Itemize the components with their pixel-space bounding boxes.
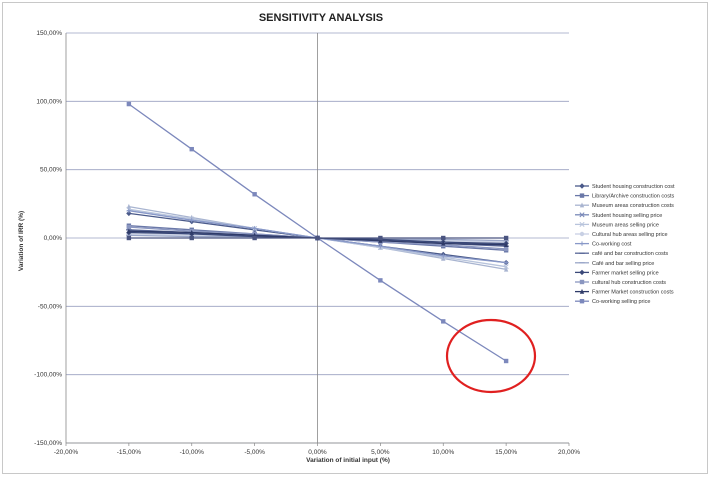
y-tick-label: 0,00% <box>44 235 63 242</box>
data-point <box>503 240 509 242</box>
data-point <box>126 101 132 107</box>
data-point <box>503 246 509 252</box>
legend-label: cultural hub construction costs <box>592 280 666 286</box>
data-point <box>126 235 132 241</box>
legend-label: café and bar construction costs <box>592 251 668 257</box>
legend-marker <box>579 262 585 264</box>
legend-marker <box>579 183 585 189</box>
data-point <box>126 234 132 236</box>
legend-label: Student housing construction cost <box>592 184 675 190</box>
legend-marker <box>579 241 585 246</box>
legend-entry: Library/Archive construction costs <box>575 193 674 200</box>
data-point <box>252 235 257 241</box>
legend-marker <box>579 299 585 304</box>
legend-marker <box>579 288 585 294</box>
x-tick-label: -15,00% <box>117 449 141 456</box>
legend-entry: cultural hub construction costs <box>575 279 666 286</box>
y-tick-label: 50,00% <box>40 167 62 174</box>
y-tick-label: -100,00% <box>34 372 62 379</box>
chart-frame: SENSITIVITY ANALYSIS -20,00% -15,00% -10,0… <box>2 2 708 474</box>
legend-label: Library/Archive construction costs <box>592 194 674 200</box>
legend-marker <box>579 269 585 276</box>
x-tick-label: -10,00% <box>180 449 204 456</box>
legend-entry: Farmer Market construction costs <box>575 288 674 296</box>
data-point <box>503 264 509 270</box>
y-tick-label: 100,00% <box>36 98 62 105</box>
legend-marker <box>579 221 585 227</box>
legend-entry: Student housing construction cost <box>575 183 675 190</box>
data-point <box>378 244 383 249</box>
data-point <box>189 235 194 241</box>
y-tick-labels: 150,00% 100,00% 50,00% 0,00% -50,00% -100,00%… <box>34 30 62 447</box>
data-point <box>503 260 509 265</box>
x-tick-labels: -20,00% -15,00% -10,00% -5,00% 0,00% 5,00% 10,… <box>54 449 580 456</box>
y-tick-label: -150,00% <box>34 440 62 447</box>
data-point <box>126 208 132 213</box>
data-point <box>441 319 446 324</box>
y-axis-title: Variation of IRR (%) <box>18 211 25 271</box>
legend-marker <box>579 231 585 237</box>
legend-label: Co-working cost <box>592 242 632 248</box>
legend-label: Museum areas construction costs <box>592 203 674 209</box>
legend-marker <box>579 202 585 208</box>
legend: Student housing construction cost Library… <box>575 183 675 305</box>
legend-entry: Farmer market selling price <box>575 269 659 276</box>
legend-entry: Co-working cost <box>575 241 632 248</box>
legend-entry: Co-working selling price <box>575 299 650 305</box>
data-point <box>315 235 320 241</box>
y-tick-label: 150,00% <box>36 30 62 37</box>
legend-marker <box>579 212 585 218</box>
x-axis-title: Variation of initial input (%) <box>306 457 390 464</box>
data-point <box>378 238 383 243</box>
legend-entry: Museum areas selling price <box>575 221 659 228</box>
chart-title: SENSITIVITY ANALYSIS <box>259 12 383 24</box>
legend-label: Café and bar selling price <box>592 261 654 267</box>
legend-entry: Student housing selling price <box>575 212 662 219</box>
legend-label: Co-working selling price <box>592 299 650 305</box>
legend-marker <box>579 252 585 254</box>
data-point <box>189 218 194 223</box>
sensitivity-chart: SENSITIVITY ANALYSIS -20,00% -15,00% -10,0… <box>18 12 675 464</box>
y-tick-label: -50,00% <box>38 303 62 310</box>
legend-entry: café and bar construction costs <box>575 251 668 257</box>
data-point <box>378 235 383 241</box>
data-point <box>378 278 383 283</box>
data-point <box>126 228 132 234</box>
data-point <box>189 146 194 152</box>
legend-label: Student housing selling price <box>592 213 662 219</box>
legend-label: Cultural hub areas selling price <box>592 232 668 238</box>
x-tick-label: 10,00% <box>432 449 454 456</box>
data-point <box>126 224 132 230</box>
data-point <box>252 192 257 197</box>
annotation-circle <box>445 318 537 394</box>
x-tick-label: -5,00% <box>244 449 265 456</box>
x-tick-label: 15,00% <box>495 449 517 456</box>
series-layer <box>126 101 509 364</box>
x-tick-label: -20,00% <box>54 449 78 456</box>
data-point <box>503 266 509 272</box>
legend-marker <box>579 279 585 285</box>
legend-label: Farmer market selling price <box>592 270 659 276</box>
series-13 <box>126 235 509 241</box>
legend-label: Farmer Market construction costs <box>592 290 674 296</box>
data-point <box>503 235 509 241</box>
data-point <box>441 240 446 246</box>
legend-entry: Cultural hub areas selling price <box>575 231 668 238</box>
legend-marker <box>579 193 585 198</box>
x-tick-label: 0,00% <box>308 449 327 456</box>
data-point <box>441 255 446 261</box>
x-tick-label: 20,00% <box>558 449 580 456</box>
data-point <box>441 253 446 258</box>
legend-entry: Museum areas construction costs <box>575 202 674 209</box>
legend-entry: Café and bar selling price <box>575 261 654 267</box>
legend-label: Museum areas selling price <box>592 222 659 228</box>
data-point <box>441 235 446 241</box>
data-point <box>189 229 194 235</box>
data-point <box>503 358 509 364</box>
data-point <box>252 226 257 231</box>
x-tick-label: 5,00% <box>371 449 390 456</box>
data-point <box>503 242 509 248</box>
